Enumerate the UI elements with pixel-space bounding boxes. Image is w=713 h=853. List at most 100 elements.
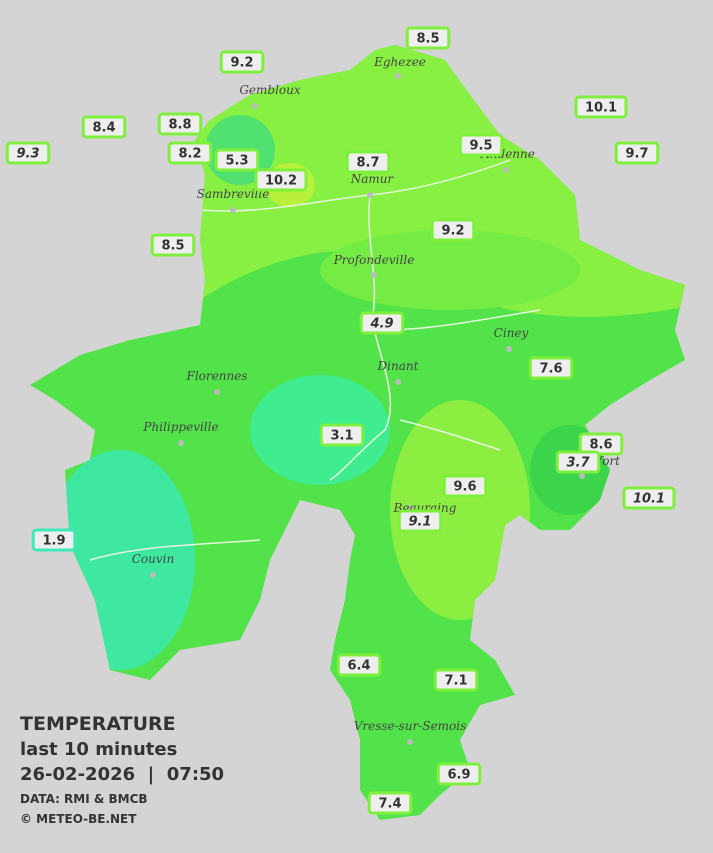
station: 9.5 (458, 133, 504, 157)
city-dot (214, 389, 220, 395)
station: 9.1 (397, 509, 443, 533)
city-label: Couvin (132, 552, 174, 566)
city-dot (407, 739, 413, 745)
city-dot (395, 379, 401, 385)
station-box (81, 115, 127, 139)
caption-credit: © METEO-BE.NET (20, 812, 137, 826)
caption: TEMPERATURE last 10 minutes 26-02-2026 |… (20, 713, 224, 826)
station: 8.8 (157, 112, 203, 136)
city-label: Sambreville (197, 187, 270, 201)
caption-datetime: 26-02-2026 | 07:50 (20, 764, 224, 785)
station-box (214, 148, 260, 172)
station-value: 8.5 (416, 32, 439, 47)
station-box (555, 450, 601, 474)
station-value: 8.7 (356, 156, 379, 171)
station-box (458, 133, 504, 157)
city-dot (506, 346, 512, 352)
stations: 9.2 8.5 10.1 8.4 8.8 9.3 8.2 5.3 10.2 8.7 9.5 9.7 8.… (5, 26, 676, 815)
station: 10.1 (622, 486, 676, 510)
station: 8.6 (578, 432, 624, 456)
station-value: 8.8 (168, 118, 191, 133)
station-value: 3.1 (330, 429, 353, 444)
station-value: 10.1 (633, 492, 665, 507)
city-label: Gembloux (239, 83, 301, 97)
station-box (614, 141, 660, 165)
station: 4.9 (359, 311, 405, 335)
station: 1.9 (31, 528, 77, 552)
station-box (319, 423, 365, 447)
station: 3.7 (555, 450, 601, 474)
station: 9.2 (219, 50, 265, 74)
station: 8.5 (405, 26, 451, 50)
city-label: Vresse-sur-Semois (354, 719, 467, 733)
station: 7.6 (528, 356, 574, 380)
city-dot (579, 473, 585, 479)
city-label: Namur (350, 172, 395, 186)
station-box (436, 762, 482, 786)
station-value: 6.4 (347, 659, 370, 674)
station-value: 8.5 (161, 239, 184, 254)
station-value: 8.4 (92, 121, 115, 136)
station: 9.2 (430, 218, 476, 242)
station-value: 10.2 (265, 174, 297, 189)
station: 8.7 (345, 150, 391, 174)
city-dot (252, 103, 258, 109)
station-box (442, 474, 488, 498)
station-value: 7.6 (539, 362, 562, 377)
station: 8.2 (167, 141, 213, 165)
station-box (405, 26, 451, 50)
station-value: 8.6 (589, 438, 612, 453)
station-value: 8.2 (178, 147, 201, 162)
station: 10.1 (574, 95, 628, 119)
station-box (367, 791, 413, 815)
caption-source: DATA: RMI & BMCB (20, 792, 148, 806)
station-value: 9.5 (469, 139, 492, 154)
city-dot (178, 440, 184, 446)
station-value: 9.7 (625, 147, 648, 162)
station: 7.4 (367, 791, 413, 815)
station: 9.3 (5, 141, 51, 165)
station: 8.5 (150, 233, 196, 257)
station-box (622, 486, 676, 510)
station-box (397, 509, 443, 533)
city-dot (503, 167, 509, 173)
station: 6.9 (436, 762, 482, 786)
station-value: 9.2 (441, 224, 464, 239)
station-value: 5.3 (225, 154, 248, 169)
city-dot (230, 207, 236, 213)
city-dot (367, 192, 373, 198)
city-label: Philippeville (142, 420, 218, 434)
city-label: Eghezee (373, 55, 426, 69)
station-value: 10.1 (585, 101, 617, 116)
station-box (430, 218, 476, 242)
station-box (359, 311, 405, 335)
station-box (5, 141, 51, 165)
station-box (31, 528, 77, 552)
station-box (574, 95, 628, 119)
city-dot (150, 572, 156, 578)
city-label: Florennes (186, 369, 248, 383)
city-label: Ciney (494, 326, 529, 340)
station-box (219, 50, 265, 74)
station-box (578, 432, 624, 456)
station-value: 9.3 (16, 147, 39, 162)
city-dot (371, 272, 377, 278)
city-dot (395, 73, 401, 79)
station-value: 9.1 (408, 515, 431, 530)
station-value: 7.1 (444, 674, 467, 689)
station-value: 1.9 (42, 534, 65, 549)
station-value: 6.9 (447, 768, 470, 783)
station-box (150, 233, 196, 257)
station-box (433, 668, 479, 692)
station-box (254, 168, 308, 192)
station: 5.3 (214, 148, 260, 172)
station-value: 7.4 (378, 797, 401, 812)
station-value: 9.6 (453, 480, 476, 495)
caption-subtitle: last 10 minutes (20, 739, 177, 760)
caption-title: TEMPERATURE (20, 713, 176, 735)
station: 3.1 (319, 423, 365, 447)
station-box (167, 141, 213, 165)
station-box (345, 150, 391, 174)
station: 8.4 (81, 115, 127, 139)
